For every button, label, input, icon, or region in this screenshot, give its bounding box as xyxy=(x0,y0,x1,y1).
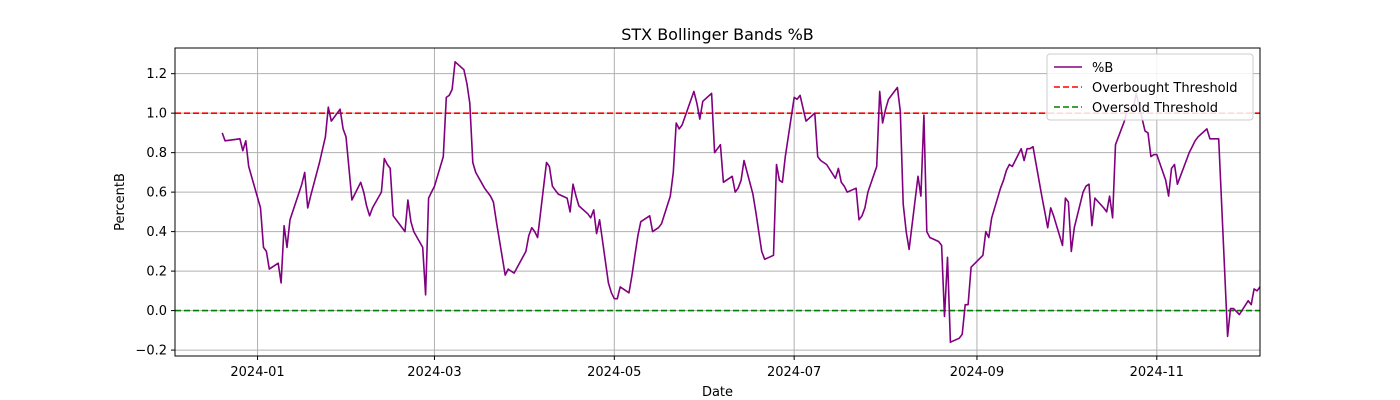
x-tick-label: 2024-01 xyxy=(230,365,284,380)
y-tick-label: 1.2 xyxy=(146,67,167,82)
y-axis-title: PercentB xyxy=(113,173,128,231)
x-tick-label: 2024-03 xyxy=(407,365,461,380)
y-tick-label: 0.8 xyxy=(146,146,167,161)
legend-box xyxy=(1046,53,1254,121)
chart-title: STX Bollinger Bands %B xyxy=(621,25,814,44)
series xyxy=(221,61,1261,343)
y-tick-label: 0.6 xyxy=(146,186,167,201)
plot-frame xyxy=(174,47,1261,357)
x-tick-label: 2024-05 xyxy=(587,365,641,380)
legend-label: Overbought Threshold xyxy=(1092,81,1238,96)
x-tick-label: 2024-07 xyxy=(767,365,821,380)
y-tick-label: 0.2 xyxy=(146,265,167,280)
y-tick-label: −0.2 xyxy=(135,344,167,359)
legend-label: Oversold Threshold xyxy=(1092,101,1218,116)
x-axis-title: Date xyxy=(702,385,733,400)
x-tick-label: 2024-11 xyxy=(1130,365,1184,380)
x-axis-ticks: 2024-01 2024-03 2024-05 2024-07 2024-09 2024-… xyxy=(230,356,1184,380)
y-tick-label: 0.0 xyxy=(146,304,167,319)
legend: %B Overbought Threshold Oversold Threshold xyxy=(1046,53,1254,121)
y-tick-label: 1.0 xyxy=(146,107,167,122)
x-tick-label: 2024-09 xyxy=(950,365,1004,380)
y-tick-label: 0.4 xyxy=(146,225,167,240)
legend-label: %B xyxy=(1092,61,1113,76)
series-line-percent-b xyxy=(221,61,1261,343)
y-axis-ticks: −0.2 0.0 0.2 0.4 0.6 0.8 1.0 1.2 xyxy=(135,67,175,359)
